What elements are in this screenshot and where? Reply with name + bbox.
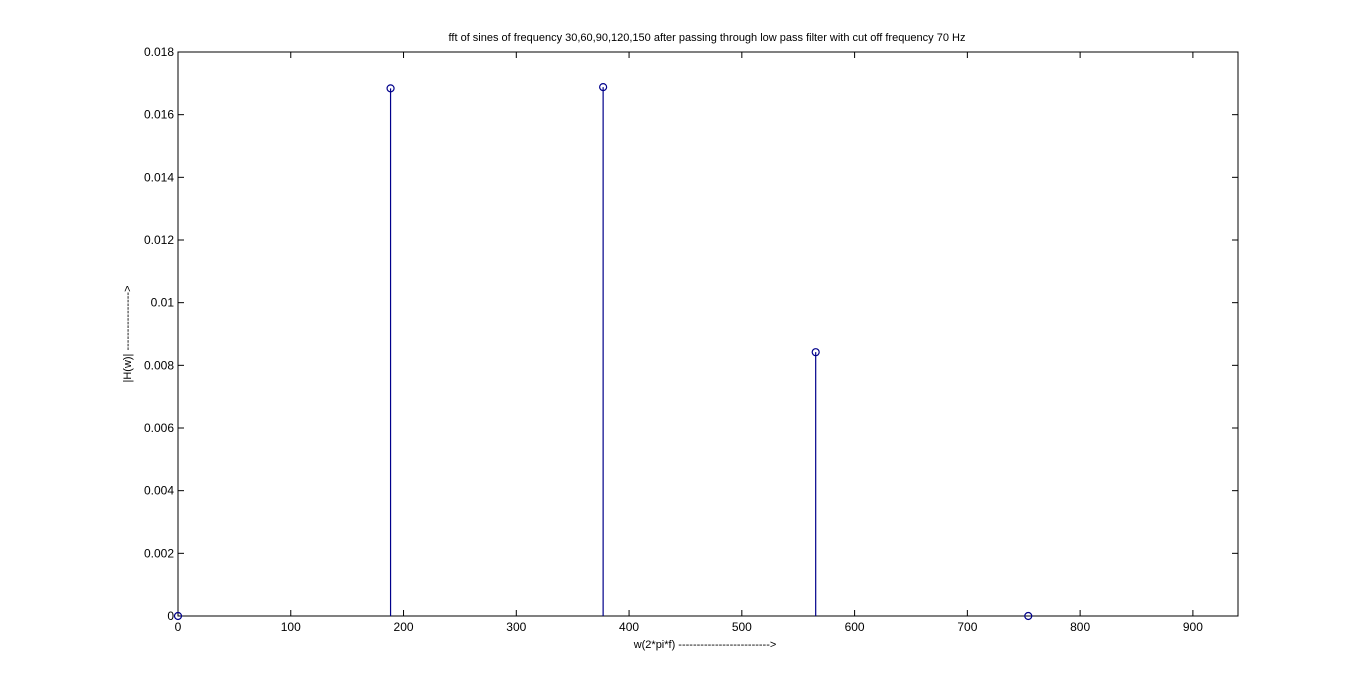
plot-box [177, 51, 1239, 617]
x-tick-label: 400 [619, 620, 639, 634]
x-tick-label: 600 [845, 620, 865, 634]
y-tick-label: 0.004 [144, 484, 174, 498]
x-tick-label: 0 [175, 620, 182, 634]
x-tick-label: 200 [394, 620, 414, 634]
x-tick-label: 700 [957, 620, 977, 634]
stem-series [173, 82, 1033, 621]
y-tick-label: 0.008 [144, 358, 174, 372]
y-tick-label: 0.012 [144, 233, 174, 247]
y-tick-label: 0.018 [144, 45, 174, 59]
y-tick-label: 0.014 [144, 170, 174, 184]
y-axis-label: |H(w)| ----------------> [122, 285, 134, 382]
y-tick-label: 0.002 [144, 546, 174, 560]
x-tick-label: 800 [1070, 620, 1090, 634]
stem-marker [1024, 611, 1033, 621]
stem-marker [386, 84, 395, 93]
x-axis-label: w(2*pi*f) -------------------------> [633, 639, 777, 651]
y-tick-label: 0.016 [144, 108, 174, 122]
axes: 0 100 200 300 400 500 600 700 800 900 0 0.002 0.004 0… [144, 45, 1239, 634]
x-tick-label: 300 [506, 620, 526, 634]
stem-marker [599, 82, 608, 92]
stem-marker [173, 611, 183, 621]
y-tick-label: 0.006 [144, 421, 174, 435]
chart-title: fft of sines of frequency 30,60,90,120,1… [449, 32, 966, 44]
y-tick-label: 0.01 [151, 296, 175, 310]
stem-marker [811, 348, 820, 357]
x-tick-label: 500 [732, 620, 752, 634]
x-tick-label: 900 [1183, 620, 1203, 634]
y-tick-label: 0 [167, 609, 174, 623]
x-tick-label: 100 [281, 620, 301, 634]
